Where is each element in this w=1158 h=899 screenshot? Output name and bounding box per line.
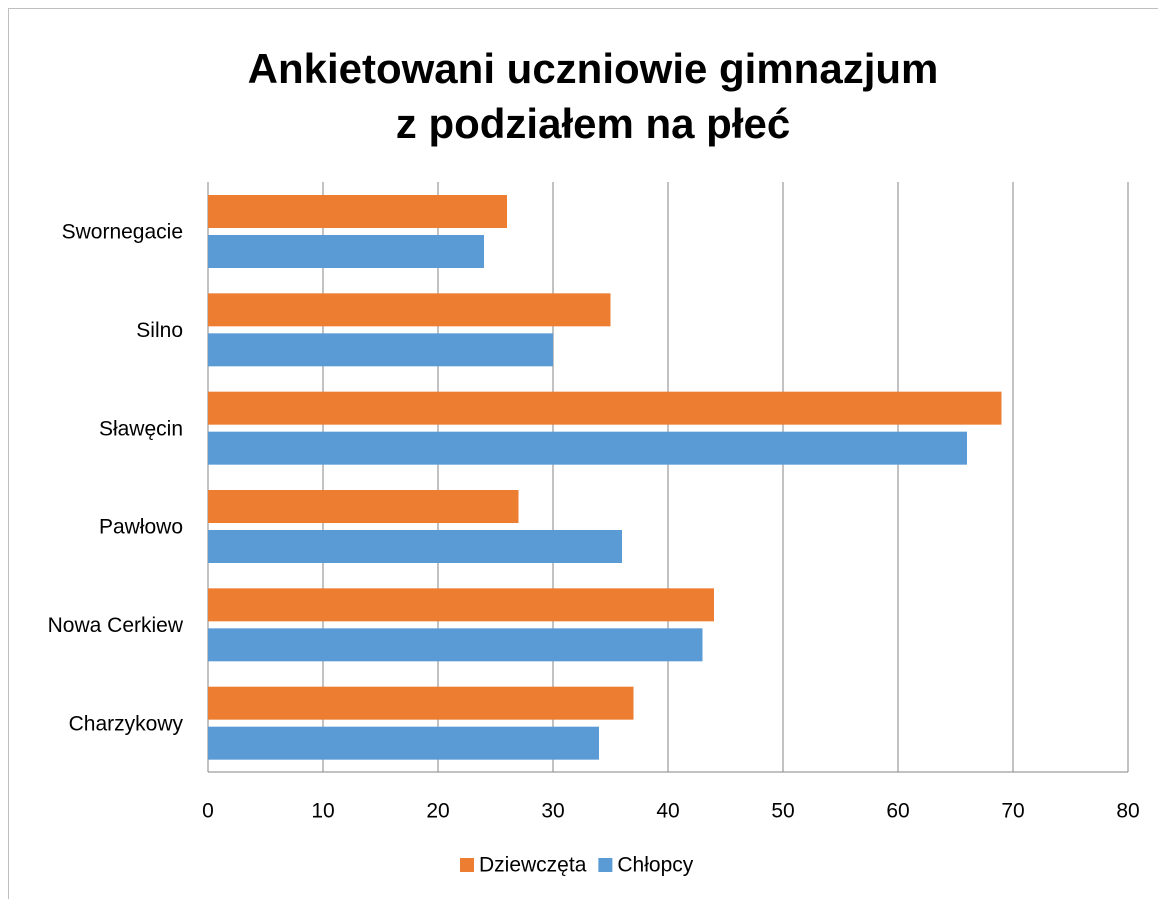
x-tick-label: 30 [541, 800, 564, 823]
x-tick-label: 60 [886, 800, 909, 823]
x-tick-label: 80 [1116, 800, 1139, 823]
bar [208, 195, 507, 228]
bar [208, 333, 553, 367]
y-tick-label: Swornegacie [62, 221, 183, 244]
y-tick-label: Silno [136, 319, 183, 342]
bar [208, 530, 622, 563]
y-tick-label: Nowa Cerkiew [48, 614, 184, 637]
bar [208, 588, 714, 622]
x-tick-label: 70 [1001, 800, 1024, 823]
x-tick-label: 40 [656, 800, 679, 823]
legend-label: Dziewczęta [479, 854, 587, 877]
legend-swatch [460, 858, 474, 872]
bar [208, 726, 599, 760]
x-tick-label: 10 [311, 800, 334, 823]
bar [208, 686, 634, 720]
legend-swatch [598, 858, 613, 872]
bar [208, 235, 484, 268]
x-tick-label: 0 [202, 800, 214, 823]
x-tick-label: 50 [771, 800, 794, 823]
y-tick-label: Pawłowo [99, 516, 183, 539]
bar [208, 490, 519, 523]
legend-label: Chłopcy [617, 854, 693, 877]
bar [208, 431, 967, 465]
chart-title: z podziałem na płeć [396, 100, 790, 147]
chart-title: Ankietowani uczniowie gimnazjum [248, 45, 939, 92]
bar [208, 293, 611, 327]
y-tick-label: Sławęcin [99, 417, 183, 440]
y-tick-label: Charzykowy [69, 712, 184, 735]
bar [208, 391, 1002, 425]
bar [208, 628, 703, 662]
x-tick-label: 20 [426, 800, 449, 823]
